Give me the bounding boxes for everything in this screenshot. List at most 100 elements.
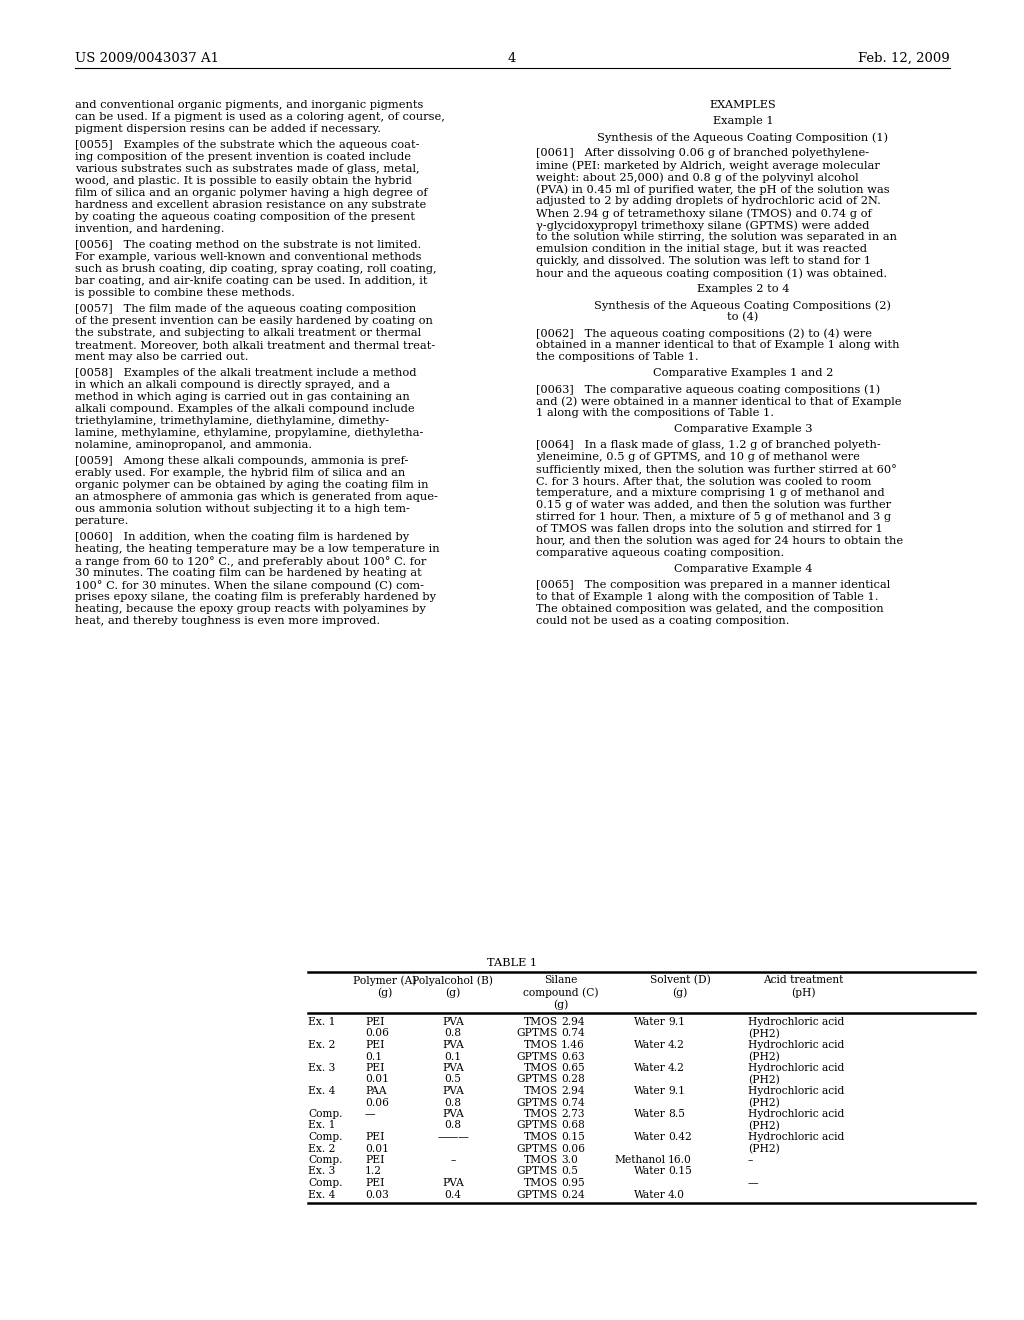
Text: such as brush coating, dip coating, spray coating, roll coating,: such as brush coating, dip coating, spra… bbox=[75, 264, 436, 275]
Text: 0.63: 0.63 bbox=[561, 1052, 585, 1061]
Text: (PH2): (PH2) bbox=[748, 1143, 780, 1154]
Text: PVA: PVA bbox=[442, 1063, 464, 1073]
Text: [0064]   In a flask made of glass, 1.2 g of branched polyeth-: [0064] In a flask made of glass, 1.2 g o… bbox=[536, 440, 881, 450]
Text: PVA: PVA bbox=[442, 1109, 464, 1119]
Text: heating, because the epoxy group reacts with polyamines by: heating, because the epoxy group reacts … bbox=[75, 605, 426, 614]
Text: —: — bbox=[748, 1177, 759, 1188]
Text: 30 minutes. The coating film can be hardened by heating at: 30 minutes. The coating film can be hard… bbox=[75, 568, 422, 578]
Text: Water: Water bbox=[634, 1040, 666, 1049]
Text: GPTMS: GPTMS bbox=[517, 1097, 558, 1107]
Text: PAA: PAA bbox=[365, 1086, 386, 1096]
Text: Water: Water bbox=[634, 1063, 666, 1073]
Text: 0.8: 0.8 bbox=[444, 1028, 462, 1039]
Text: TMOS: TMOS bbox=[524, 1016, 558, 1027]
Text: 4.2: 4.2 bbox=[668, 1063, 685, 1073]
Text: a range from 60 to 120° C., and preferably about 100° C. for: a range from 60 to 120° C., and preferab… bbox=[75, 556, 426, 566]
Text: —: — bbox=[365, 1109, 376, 1119]
Text: temperature, and a mixture comprising 1 g of methanol and: temperature, and a mixture comprising 1 … bbox=[536, 488, 885, 498]
Text: ing composition of the present invention is coated include: ing composition of the present invention… bbox=[75, 152, 411, 162]
Text: 100° C. for 30 minutes. When the silane compound (C) com-: 100° C. for 30 minutes. When the silane … bbox=[75, 579, 424, 591]
Text: γ-glycidoxypropyl trimethoxy silane (GPTMS) were added: γ-glycidoxypropyl trimethoxy silane (GPT… bbox=[536, 220, 869, 231]
Text: Ex. 2: Ex. 2 bbox=[308, 1143, 336, 1154]
Text: 0.1: 0.1 bbox=[365, 1052, 382, 1061]
Text: [0061]   After dissolving 0.06 g of branched polyethylene-: [0061] After dissolving 0.06 g of branch… bbox=[536, 148, 869, 158]
Text: (pH): (pH) bbox=[791, 987, 815, 998]
Text: 2.73: 2.73 bbox=[561, 1109, 585, 1119]
Text: 1.46: 1.46 bbox=[561, 1040, 585, 1049]
Text: GPTMS: GPTMS bbox=[517, 1189, 558, 1200]
Text: 4.2: 4.2 bbox=[668, 1040, 685, 1049]
Text: yleneimine, 0.5 g of GPTMS, and 10 g of methanol were: yleneimine, 0.5 g of GPTMS, and 10 g of … bbox=[536, 451, 860, 462]
Text: (g): (g) bbox=[445, 987, 461, 998]
Text: (PH2): (PH2) bbox=[748, 1121, 780, 1131]
Text: Silane: Silane bbox=[545, 975, 578, 985]
Text: Water: Water bbox=[634, 1167, 666, 1176]
Text: to that of Example 1 along with the composition of Table 1.: to that of Example 1 along with the comp… bbox=[536, 591, 879, 602]
Text: Hydrochloric acid: Hydrochloric acid bbox=[748, 1133, 845, 1142]
Text: to (4): to (4) bbox=[727, 312, 759, 322]
Text: (PH2): (PH2) bbox=[748, 1028, 780, 1039]
Text: PEI: PEI bbox=[365, 1016, 384, 1027]
Text: various substrates such as substrates made of glass, metal,: various substrates such as substrates ma… bbox=[75, 164, 420, 174]
Text: [0063]   The comparative aqueous coating compositions (1): [0063] The comparative aqueous coating c… bbox=[536, 384, 881, 395]
Text: When 2.94 g of tetramethoxy silane (TMOS) and 0.74 g of: When 2.94 g of tetramethoxy silane (TMOS… bbox=[536, 209, 871, 219]
Text: GPTMS: GPTMS bbox=[517, 1028, 558, 1039]
Text: heat, and thereby toughness is even more improved.: heat, and thereby toughness is even more… bbox=[75, 616, 380, 626]
Text: prises epoxy silane, the coating film is preferably hardened by: prises epoxy silane, the coating film is… bbox=[75, 591, 436, 602]
Text: perature.: perature. bbox=[75, 516, 129, 525]
Text: ous ammonia solution without subjecting it to a high tem-: ous ammonia solution without subjecting … bbox=[75, 504, 410, 513]
Text: hour and the aqueous coating composition (1) was obtained.: hour and the aqueous coating composition… bbox=[536, 268, 887, 279]
Text: could not be used as a coating composition.: could not be used as a coating compositi… bbox=[536, 616, 790, 626]
Text: nolamine, aminopropanol, and ammonia.: nolamine, aminopropanol, and ammonia. bbox=[75, 440, 312, 450]
Text: 2.94: 2.94 bbox=[561, 1086, 585, 1096]
Text: bar coating, and air-knife coating can be used. In addition, it: bar coating, and air-knife coating can b… bbox=[75, 276, 427, 286]
Text: the substrate, and subjecting to alkali treatment or thermal: the substrate, and subjecting to alkali … bbox=[75, 327, 421, 338]
Text: stirred for 1 hour. Then, a mixture of 5 g of methanol and 3 g: stirred for 1 hour. Then, a mixture of 5… bbox=[536, 512, 891, 521]
Text: 0.68: 0.68 bbox=[561, 1121, 585, 1130]
Text: [0062]   The aqueous coating compositions (2) to (4) were: [0062] The aqueous coating compositions … bbox=[536, 327, 872, 338]
Text: 0.01: 0.01 bbox=[365, 1143, 389, 1154]
Text: Solvent (D): Solvent (D) bbox=[649, 975, 711, 985]
Text: comparative aqueous coating composition.: comparative aqueous coating composition. bbox=[536, 548, 784, 558]
Text: of the present invention can be easily hardened by coating on: of the present invention can be easily h… bbox=[75, 315, 433, 326]
Text: (PH2): (PH2) bbox=[748, 1097, 780, 1107]
Text: 0.1: 0.1 bbox=[444, 1052, 462, 1061]
Text: erably used. For example, the hybrid film of silica and an: erably used. For example, the hybrid fil… bbox=[75, 469, 406, 478]
Text: TMOS: TMOS bbox=[524, 1177, 558, 1188]
Text: compound (C): compound (C) bbox=[523, 987, 599, 998]
Text: 0.74: 0.74 bbox=[561, 1028, 585, 1039]
Text: in which an alkali compound is directly sprayed, and a: in which an alkali compound is directly … bbox=[75, 380, 390, 389]
Text: GPTMS: GPTMS bbox=[517, 1052, 558, 1061]
Text: Water: Water bbox=[634, 1086, 666, 1096]
Text: treatment. Moreover, both alkali treatment and thermal treat-: treatment. Moreover, both alkali treatme… bbox=[75, 341, 435, 350]
Text: imine (PEI: marketed by Aldrich, weight average molecular: imine (PEI: marketed by Aldrich, weight … bbox=[536, 160, 880, 170]
Text: 0.06: 0.06 bbox=[365, 1097, 389, 1107]
Text: is possible to combine these methods.: is possible to combine these methods. bbox=[75, 288, 295, 298]
Text: (PVA) in 0.45 ml of purified water, the pH of the solution was: (PVA) in 0.45 ml of purified water, the … bbox=[536, 183, 890, 194]
Text: [0058]   Examples of the alkali treatment include a method: [0058] Examples of the alkali treatment … bbox=[75, 368, 417, 378]
Text: Water: Water bbox=[634, 1133, 666, 1142]
Text: Ex. 1: Ex. 1 bbox=[308, 1016, 336, 1027]
Text: triethylamine, trimethylamine, diethylamine, dimethy-: triethylamine, trimethylamine, diethylam… bbox=[75, 416, 389, 426]
Text: Comp.: Comp. bbox=[308, 1133, 342, 1142]
Text: PVA: PVA bbox=[442, 1177, 464, 1188]
Text: GPTMS: GPTMS bbox=[517, 1074, 558, 1085]
Text: 4: 4 bbox=[508, 51, 516, 65]
Text: Hydrochloric acid: Hydrochloric acid bbox=[748, 1063, 845, 1073]
Text: method in which aging is carried out in gas containing an: method in which aging is carried out in … bbox=[75, 392, 410, 403]
Text: invention, and hardening.: invention, and hardening. bbox=[75, 224, 224, 234]
Text: GPTMS: GPTMS bbox=[517, 1121, 558, 1130]
Text: PEI: PEI bbox=[365, 1155, 384, 1166]
Text: 2.94: 2.94 bbox=[561, 1016, 585, 1027]
Text: Ex. 4: Ex. 4 bbox=[308, 1086, 336, 1096]
Text: –: – bbox=[748, 1155, 754, 1166]
Text: Water: Water bbox=[634, 1109, 666, 1119]
Text: 3.0: 3.0 bbox=[561, 1155, 578, 1166]
Text: 0.06: 0.06 bbox=[561, 1143, 585, 1154]
Text: 0.01: 0.01 bbox=[365, 1074, 389, 1085]
Text: the compositions of Table 1.: the compositions of Table 1. bbox=[536, 352, 698, 362]
Text: PEI: PEI bbox=[365, 1063, 384, 1073]
Text: PVA: PVA bbox=[442, 1086, 464, 1096]
Text: weight: about 25,000) and 0.8 g of the polyvinyl alcohol: weight: about 25,000) and 0.8 g of the p… bbox=[536, 172, 859, 182]
Text: (g): (g) bbox=[673, 987, 688, 998]
